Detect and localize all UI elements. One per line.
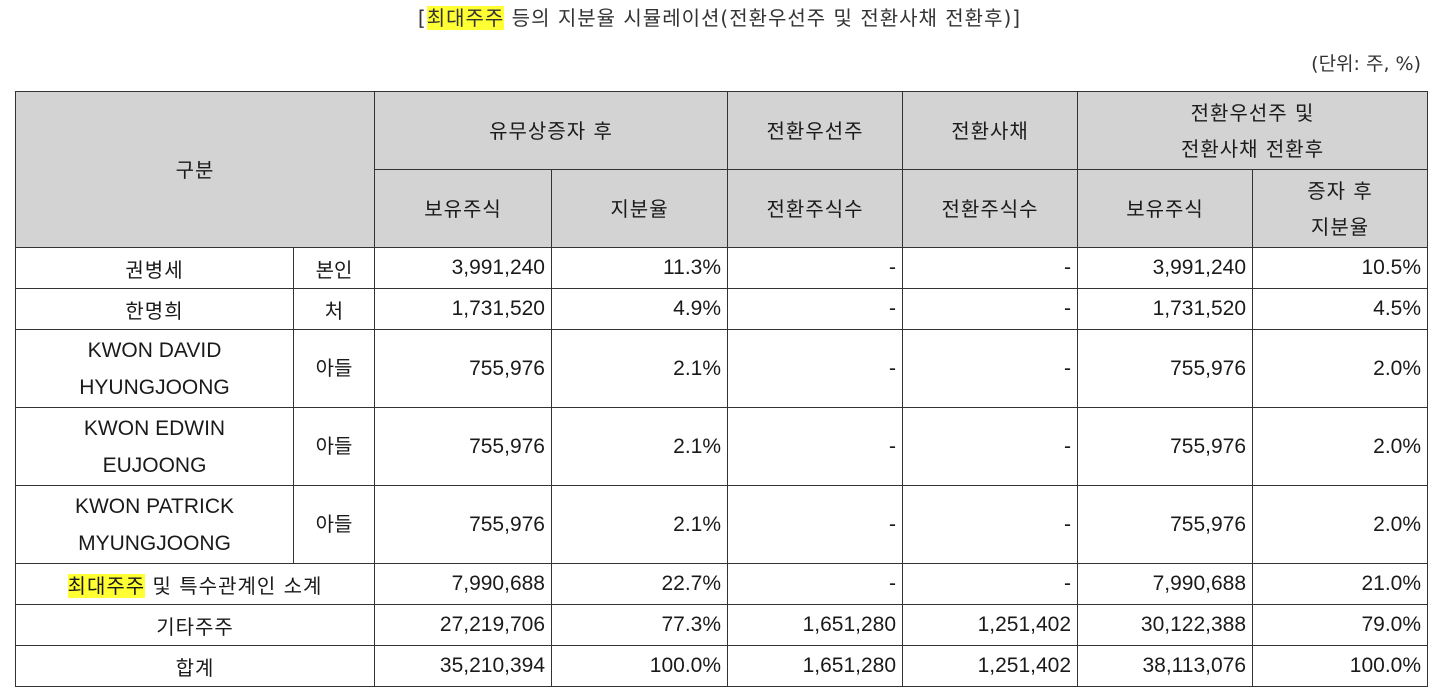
title-rest: 등의 지분율 시뮬레이션(전환우선주 및 전환사채 전환후)]: [504, 6, 1022, 30]
share-ratio: 2.1%: [550, 485, 729, 564]
table-row: KWON PATRICK MYUNGJOONG 아들 755,976 2.1% -…: [15, 485, 1429, 564]
header-conv-shares-bond: 전환주식수: [902, 169, 1079, 248]
subtotal-highlight: 최대주주: [67, 573, 146, 598]
conv-pref-shares: -: [727, 485, 904, 564]
conv-bond-shares: 1,251,402: [902, 645, 1079, 687]
table-row: KWON DAVID HYUNGJOONG 아들 755,976 2.1% - -…: [15, 329, 1429, 408]
ratio-after: 100.0%: [1252, 645, 1429, 687]
header-after-conversion-line1: 전환우선주 및: [1190, 100, 1315, 125]
ratio-after: 21.0%: [1252, 563, 1429, 605]
table-row: KWON EDWIN EUJOONG 아들 755,976 2.1% - - 75…: [15, 407, 1429, 486]
held-shares-after: 3,991,240: [1077, 247, 1254, 289]
holder-relation: 아들: [293, 407, 375, 486]
held-shares: 1,731,520: [374, 288, 552, 330]
conv-pref-shares: -: [727, 288, 904, 330]
subtotal-rest: 및 특수관계인 소계: [145, 573, 323, 598]
header-ratio-after-line2: 지분율: [1310, 214, 1370, 239]
subtotal-row: 최대주주 및 특수관계인 소계 7,990,688 22.7% - - 7,99…: [15, 563, 1429, 605]
share-ratio: 4.9%: [550, 288, 729, 330]
conv-bond-shares: 1,251,402: [902, 604, 1079, 646]
share-ratio: 100.0%: [550, 645, 729, 687]
header-category: 구분: [15, 91, 375, 248]
ratio-after: 2.0%: [1252, 485, 1429, 564]
total-row: 합계 35,210,394 100.0% 1,651,280 1,251,402…: [15, 645, 1429, 687]
holder-name: KWON DAVID HYUNGJOONG: [15, 329, 294, 408]
conv-pref-shares: 1,651,280: [727, 604, 904, 646]
header-conv-bond: 전환사채: [902, 91, 1079, 170]
share-ratio: 11.3%: [550, 247, 729, 289]
share-ratio: 2.1%: [550, 407, 729, 486]
held-shares: 27,219,706: [374, 604, 552, 646]
holder-name-line1: KWON EDWIN: [83, 416, 226, 440]
conv-bond-shares: -: [902, 563, 1079, 605]
held-shares-after: 38,113,076: [1077, 645, 1254, 687]
held-shares-after: 755,976: [1077, 407, 1254, 486]
header-ratio-after-line1: 증자 후: [1307, 178, 1373, 203]
ratio-after: 79.0%: [1252, 604, 1429, 646]
header-conv-shares-pref: 전환주식수: [727, 169, 904, 248]
holder-name: 권병세: [15, 247, 294, 289]
conv-pref-shares: 1,651,280: [727, 645, 904, 687]
title-highlight: 최대주주: [426, 6, 505, 30]
title-prefix: [: [417, 6, 427, 30]
ratio-after: 4.5%: [1252, 288, 1429, 330]
header-held-shares-after: 보유주식: [1077, 169, 1254, 248]
header-held-shares: 보유주식: [374, 169, 552, 248]
conv-pref-shares: -: [727, 247, 904, 289]
conv-bond-shares: -: [902, 329, 1079, 408]
held-shares-after: 755,976: [1077, 485, 1254, 564]
share-ratio: 77.3%: [550, 604, 729, 646]
unit-label: (단위: 주, %): [1311, 53, 1421, 75]
conv-pref-shares: -: [727, 407, 904, 486]
conv-pref-shares: -: [727, 563, 904, 605]
ratio-after: 2.0%: [1252, 329, 1429, 408]
share-ratio: 2.1%: [550, 329, 729, 408]
holder-name: KWON EDWIN EUJOONG: [15, 407, 294, 486]
held-shares: 7,990,688: [374, 563, 552, 605]
held-shares-after: 7,990,688: [1077, 563, 1254, 605]
holder-name-line2: HYUNGJOONG: [79, 375, 230, 399]
conv-pref-shares: -: [727, 329, 904, 408]
ratio-after: 10.5%: [1252, 247, 1429, 289]
holder-name: KWON PATRICK MYUNGJOONG: [15, 485, 294, 564]
held-shares: 35,210,394: [374, 645, 552, 687]
holder-relation: 아들: [293, 329, 375, 408]
held-shares: 755,976: [374, 485, 552, 564]
conv-bond-shares: -: [902, 407, 1079, 486]
held-shares-after: 755,976: [1077, 329, 1254, 408]
held-shares: 755,976: [374, 407, 552, 486]
table-row: 권병세 본인 3,991,240 11.3% - - 3,991,240 10.…: [15, 247, 1429, 289]
conv-bond-shares: -: [902, 485, 1079, 564]
conv-bond-shares: -: [902, 288, 1079, 330]
holder-name: 한명희: [15, 288, 294, 330]
held-shares-after: 1,731,520: [1077, 288, 1254, 330]
header-conv-pref: 전환우선주: [727, 91, 904, 170]
holder-name-line1: KWON PATRICK: [74, 494, 235, 518]
subtotal-label: 최대주주 및 특수관계인 소계: [15, 563, 375, 605]
header-after-conversion-line2: 전환사채 전환후: [1180, 136, 1325, 161]
table-row: 한명희 처 1,731,520 4.9% - - 1,731,520 4.5%: [15, 288, 1429, 330]
document-title: [최대주주 등의 지분율 시뮬레이션(전환우선주 및 전환사채 전환후)]: [0, 2, 1439, 31]
total-label: 합계: [15, 645, 375, 687]
holder-relation: 아들: [293, 485, 375, 564]
header-after-increase: 유무상증자 후: [373, 91, 729, 170]
holder-relation: 본인: [293, 247, 375, 289]
held-shares: 3,991,240: [374, 247, 552, 289]
holder-name-line2: MYUNGJOONG: [78, 531, 231, 555]
holder-name-line2: EUJOONG: [102, 453, 207, 477]
conv-bond-shares: -: [902, 247, 1079, 289]
others-label: 기타주주: [15, 604, 375, 646]
ratio-after: 2.0%: [1252, 407, 1429, 486]
header-share-ratio: 지분율: [550, 169, 729, 248]
share-ratio: 22.7%: [550, 563, 729, 605]
held-shares: 755,976: [374, 329, 552, 408]
holder-name-line1: KWON DAVID: [87, 338, 222, 362]
others-row: 기타주주 27,219,706 77.3% 1,651,280 1,251,40…: [15, 604, 1429, 646]
held-shares-after: 30,122,388: [1077, 604, 1254, 646]
holder-relation: 처: [293, 288, 375, 330]
